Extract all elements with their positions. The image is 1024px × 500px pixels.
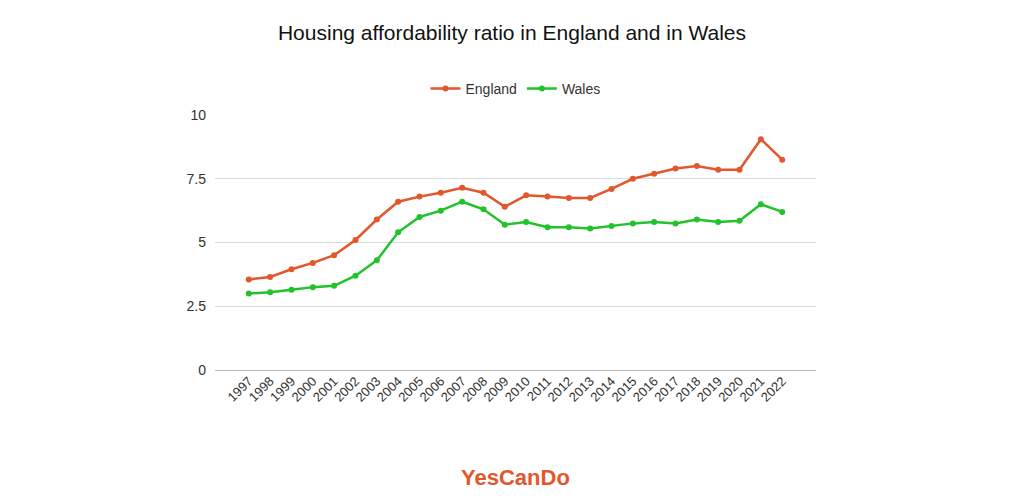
svg-text:2012: 2012 [545, 374, 576, 405]
svg-text:2004: 2004 [374, 374, 405, 405]
svg-text:2018: 2018 [673, 374, 704, 405]
svg-text:2009: 2009 [480, 374, 511, 405]
svg-text:England: England [466, 81, 517, 97]
svg-text:1999: 1999 [267, 374, 298, 405]
svg-text:YesCanDo: YesCanDo [461, 465, 570, 490]
svg-text:1997: 1997 [224, 374, 255, 405]
svg-text:2020: 2020 [715, 374, 746, 405]
svg-text:Wales: Wales [562, 81, 600, 97]
svg-text:2017: 2017 [651, 374, 682, 405]
svg-text:2013: 2013 [566, 374, 597, 405]
svg-text:Housing affordability ratio in: Housing affordability ratio in England a… [278, 21, 746, 44]
svg-text:2010: 2010 [502, 374, 533, 405]
svg-text:2019: 2019 [694, 374, 725, 405]
svg-text:10: 10 [190, 107, 206, 123]
svg-text:2007: 2007 [438, 374, 469, 405]
svg-text:2015: 2015 [609, 374, 640, 405]
svg-text:2006: 2006 [416, 374, 447, 405]
svg-text:2000: 2000 [288, 374, 319, 405]
svg-text:2003: 2003 [352, 374, 383, 405]
svg-text:2022: 2022 [758, 374, 789, 405]
svg-text:2008: 2008 [459, 374, 490, 405]
svg-text:2014: 2014 [587, 374, 618, 405]
svg-text:0: 0 [198, 362, 206, 378]
svg-text:1998: 1998 [246, 374, 277, 405]
svg-text:2011: 2011 [524, 374, 554, 404]
svg-text:2.5: 2.5 [187, 298, 207, 314]
svg-text:2001: 2001 [310, 374, 341, 405]
svg-text:5: 5 [198, 234, 206, 250]
svg-text:2005: 2005 [395, 374, 426, 405]
svg-text:2021: 2021 [737, 374, 768, 405]
svg-text:2016: 2016 [630, 374, 661, 405]
svg-text:7.5: 7.5 [187, 171, 207, 187]
svg-text:2002: 2002 [331, 374, 362, 405]
